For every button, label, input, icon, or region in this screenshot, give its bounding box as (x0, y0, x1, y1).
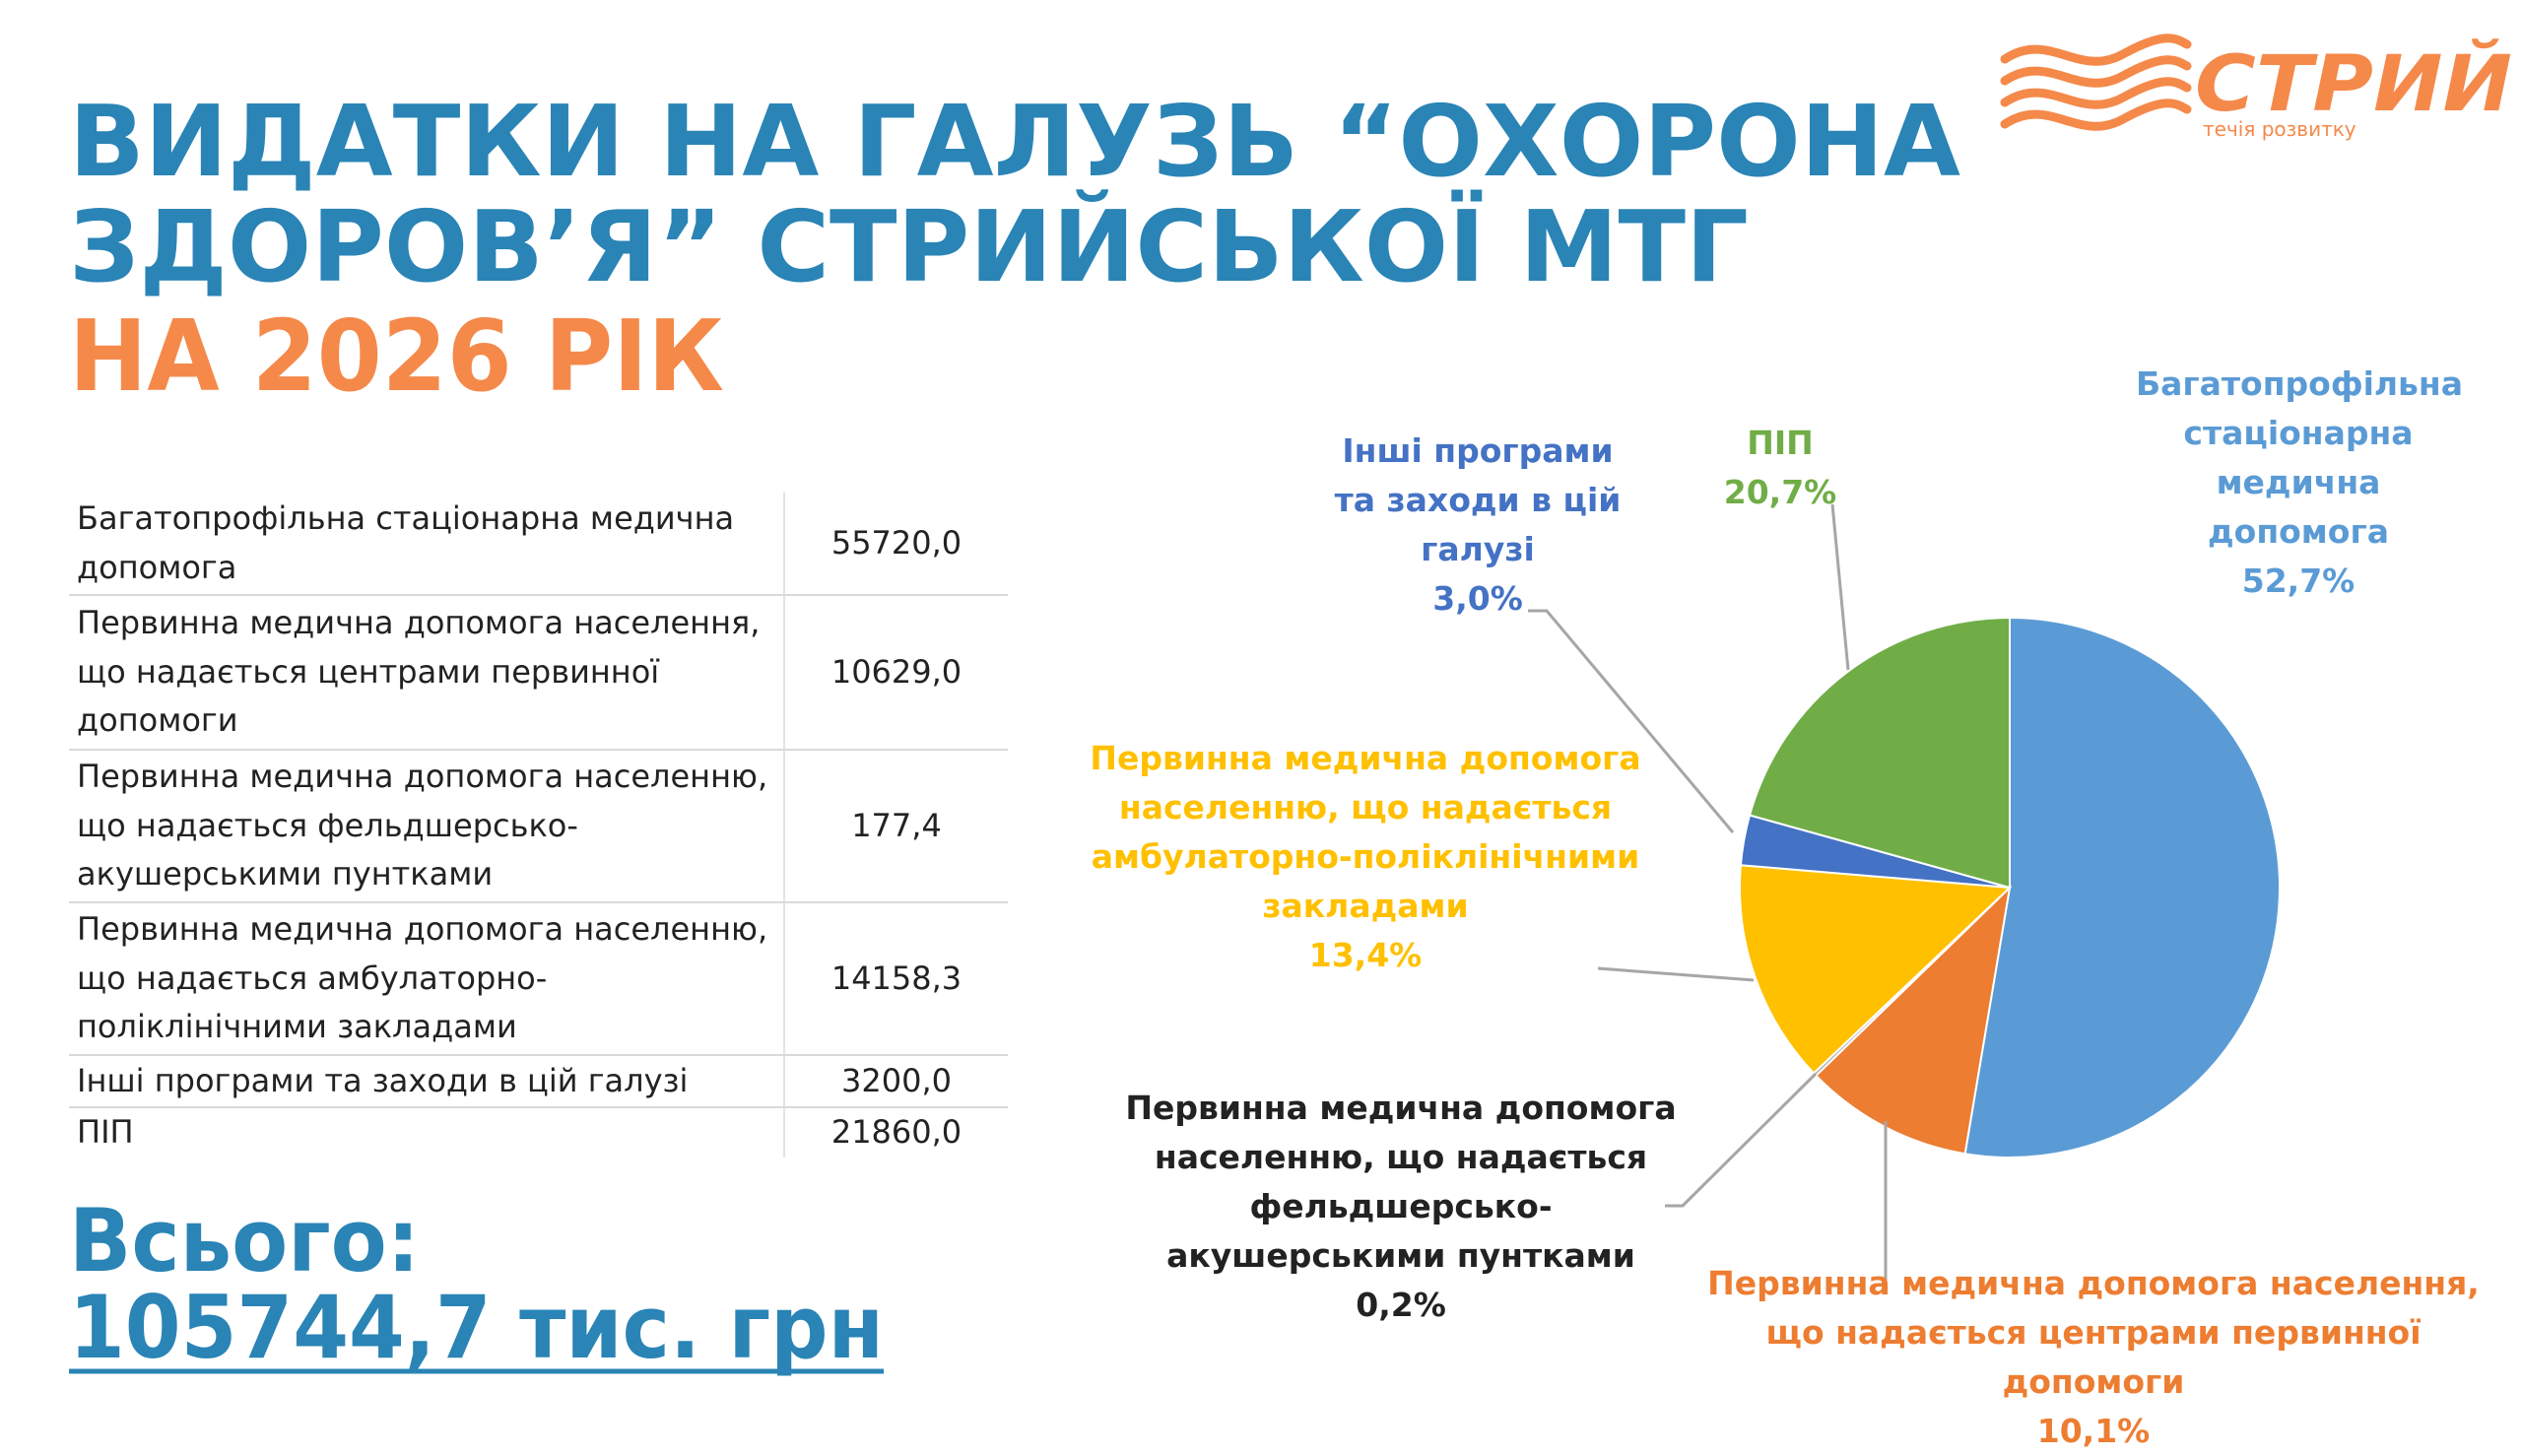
cell: 3200,0 (783, 1055, 1008, 1108)
logo-wave (2000, 99, 2192, 131)
cell: 10629,0 (783, 595, 1008, 751)
cell: ПІП (77, 1113, 134, 1152)
pie-slice (1739, 864, 2013, 1075)
leader-line (1665, 1072, 1818, 1208)
logo-tagline: течія розвитку (2203, 117, 2356, 141)
pie-label-name: Багатопрофільна стаціонарна медична допо… (2136, 364, 2463, 551)
pie-label-name: Первинна медична допомога населення, що … (1707, 1264, 2480, 1401)
pie-label-name: Первинна медична допомога населенню, що … (1125, 1089, 1677, 1275)
pie-label: Багатопрофільна стаціонарна медична допо… (2136, 360, 2463, 606)
pie-label-value: 3,0% (1432, 579, 1523, 618)
title-line: ВИДАТКИ НА ГАЛУЗЬ “ОХОРОНА (69, 84, 1960, 199)
pie-label-value: 10,1% (2036, 1412, 2151, 1450)
logo-wave (2000, 33, 2192, 66)
table-row: Інші програми та заходи в цій галузі 3200… (69, 1055, 1008, 1108)
logo (2000, 33, 2192, 131)
cell: Багатопрофільна стаціонарна медична допо… (69, 493, 784, 596)
table-row: Первинна медична допомога населенню, що … (69, 750, 1008, 903)
cell: Первинна медична допомога населення, що … (69, 595, 784, 751)
title-line: ЗДОРОВ’Я” СТРИЙСЬКОЇ МТГ (69, 189, 1749, 304)
pie-label-value: 52,7% (2241, 562, 2356, 600)
table-row: Первинна медична допомога населенню, що … (69, 902, 1008, 1056)
pie-label-name: Інші програми та заходи в цій галузі (1334, 431, 1622, 568)
leader-lines (1528, 503, 1888, 1281)
logo-name: СТРИЙ (2195, 38, 2512, 129)
pie-label: Первинна медична допомога населенню, що … (1125, 1084, 1677, 1330)
pie-label-name: Первинна медична допомога населенню, що … (1090, 739, 1641, 925)
canvas: ВИДАТКИ НА ГАЛУЗЬ “ОХОРОНА ЗДОРОВ’Я” СТР… (69, 33, 2512, 1378)
cell: Інші програми та заходи в цій галузі (69, 1055, 784, 1108)
leader-line (1528, 609, 1735, 833)
pie-label: ПІП 20,7% (1721, 419, 1839, 517)
pie-slice (1748, 616, 2011, 890)
cell: 177,4 (783, 750, 1008, 903)
logo-wave (2000, 77, 2192, 109)
pie-label-value: 0,2% (1356, 1286, 1446, 1324)
total-label: Всього: (69, 1190, 420, 1291)
table-row: Багатопрофільна стаціонарна медична допо… (69, 493, 1008, 596)
subtitle: НА 2026 РІК (69, 298, 724, 414)
pie-label-name: ПІП (1747, 424, 1814, 462)
cell: Первинна медична допомога населенню, що … (69, 902, 784, 1056)
table-row: Первинна медична допомога населення, що … (69, 595, 1008, 751)
pie-label: Первинна медична допомога населенню, що … (1090, 734, 1641, 980)
pie (1739, 616, 2281, 1158)
pie-label-value: 13,4% (1308, 936, 1423, 974)
total-value: 105744,7 тис. грн (69, 1277, 884, 1378)
cell: Первинна медична допомога населенню, що … (69, 750, 784, 903)
pie-label: Первинна медична допомога населення, що … (1685, 1259, 2502, 1456)
pie-label: Інші програми та заходи в цій галузі 3,0% (1330, 427, 1626, 624)
leader-line (1597, 966, 1755, 982)
pie-label-value: 20,7% (1723, 473, 1837, 511)
cell: 14158,3 (783, 902, 1008, 1056)
table-row: ПІП 21860,0 (69, 1107, 1008, 1158)
pie-slice (1963, 616, 2281, 1158)
slide: {"header": {"title": ["ВИДАТКИ НА ГАЛУЗЬ… (69, 33, 2512, 1450)
leader-line (1830, 503, 1850, 671)
logo-wave (2000, 55, 2192, 88)
budget-table: Багатопрофільна стаціонарна медична допо… (69, 493, 1008, 1158)
cell: 55720,0 (783, 493, 1008, 596)
cell: 21860,0 (783, 1107, 1008, 1158)
